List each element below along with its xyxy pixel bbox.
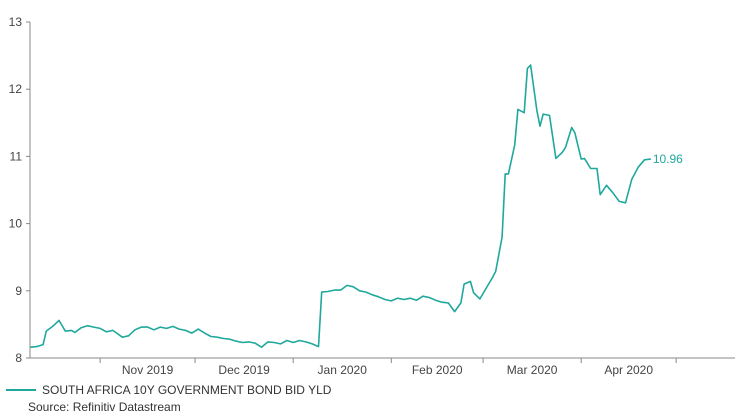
y-tick-label: 13 [9,15,23,29]
x-tick-label: Apr 2020 [604,363,653,377]
end-value-label: 10.96 [653,152,683,166]
x-tick-label: Nov 2019 [122,363,174,377]
y-tick-label: 10 [9,217,23,231]
y-tick-label: 12 [9,82,23,96]
y-tick-label: 11 [10,149,23,163]
chart-series: 10.96 [30,64,683,349]
x-tick-label: Dec 2019 [218,363,270,377]
source-note: Source: Refinitiv Datastream [28,400,181,414]
chart-axes: 8 9 10 11 12 13 Nov 2019 Dec 2019 Jan 2020 Feb 20… [9,15,735,377]
legend-swatch [6,389,36,391]
series-line [30,64,651,349]
y-tick-label: 8 [15,351,22,365]
line-chart: 8 9 10 11 12 13 Nov 2019 Dec 2019 Jan 2020 Feb 20… [9,15,735,377]
chart-legend: SOUTH AFRICA 10Y GOVERNMENT BOND BID YLD [6,383,331,397]
y-tick-label: 9 [15,284,22,298]
x-tick-label: Jan 2020 [318,363,368,377]
x-tick-label: Mar 2020 [507,363,558,377]
x-tick-label: Feb 2020 [412,363,463,377]
legend-label: SOUTH AFRICA 10Y GOVERNMENT BOND BID YLD [42,383,332,397]
